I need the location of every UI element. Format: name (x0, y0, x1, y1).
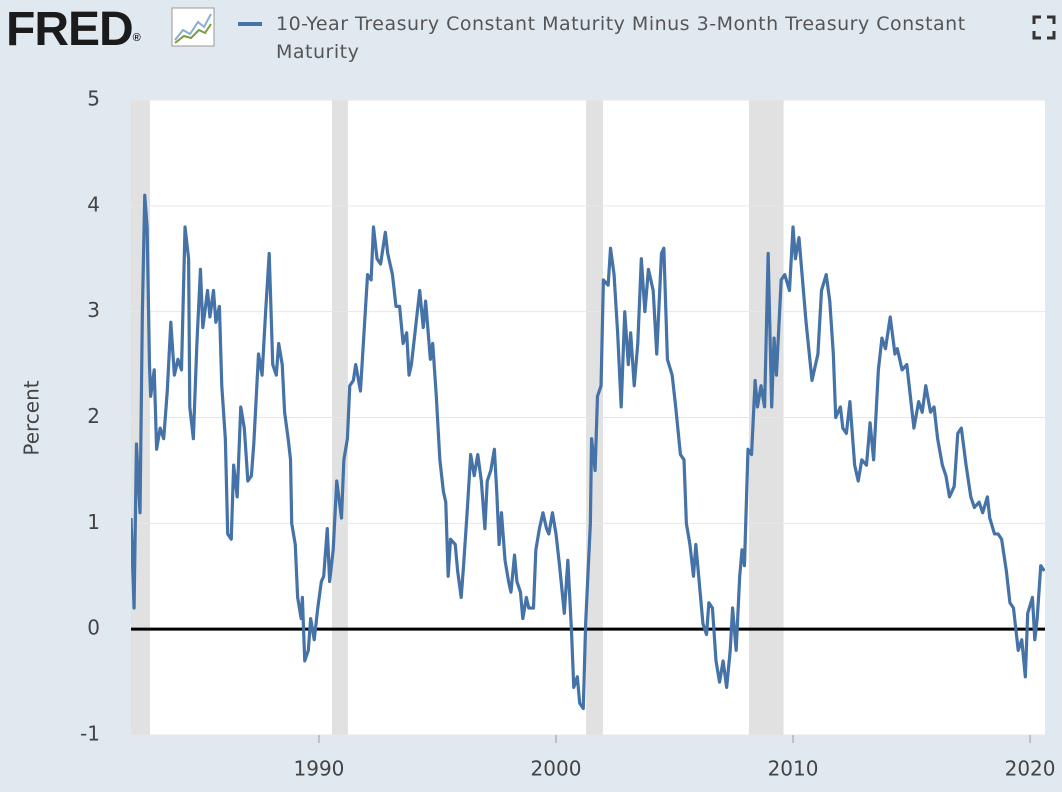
logo-mark: ® (132, 32, 141, 44)
y-tick-label: 3 (87, 298, 100, 322)
y-tick-label: 2 (87, 404, 100, 428)
x-tick-label: 1990 (294, 757, 345, 781)
logo[interactable]: FRED® (6, 2, 141, 57)
series-line (131, 193, 1045, 711)
y-tick-label: 5 (87, 87, 100, 111)
x-tick-label: 2020 (1005, 757, 1056, 781)
y-tick-label: 4 (87, 192, 100, 216)
y-axis-label: Percent (20, 380, 44, 455)
y-tick-label: 0 (87, 616, 100, 640)
fullscreen-icon[interactable] (1032, 15, 1056, 40)
logo-icon (171, 7, 215, 47)
y-tick-label: 1 (87, 510, 100, 534)
logo-text: FRED (6, 3, 134, 56)
x-tick-label: 2010 (768, 757, 819, 781)
y-tick-label: -1 (80, 722, 100, 746)
legend-title: 10-Year Treasury Constant Maturity Minus… (276, 13, 966, 63)
x-tick-label: 2000 (531, 757, 582, 781)
